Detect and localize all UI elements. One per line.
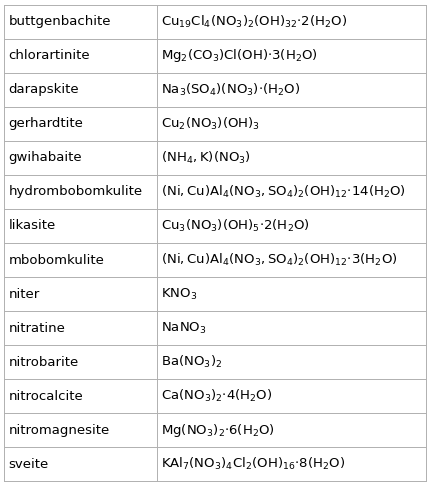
- Text: buttgenbachite: buttgenbachite: [9, 16, 111, 28]
- Text: $\mathregular{NaNO_3}$: $\mathregular{NaNO_3}$: [161, 320, 207, 336]
- Text: $\mathregular{(Ni,Cu)Al_4(NO_3,SO_4)_2(OH)_{12}{\cdot}14(H_2O)}$: $\mathregular{(Ni,Cu)Al_4(NO_3,SO_4)_2(O…: [161, 184, 406, 200]
- Text: $\mathregular{Mg(NO_3)_2{\cdot}6(H_2O)}$: $\mathregular{Mg(NO_3)_2{\cdot}6(H_2O)}$: [161, 422, 275, 438]
- Text: $\mathregular{Cu_3(NO_3)(OH)_5{\cdot}2(H_2O)}$: $\mathregular{Cu_3(NO_3)(OH)_5{\cdot}2(H…: [161, 218, 310, 234]
- Text: $\mathregular{Ca(NO_3)_2{\cdot}4(H_2O)}$: $\mathregular{Ca(NO_3)_2{\cdot}4(H_2O)}$: [161, 388, 273, 404]
- Text: $\mathregular{KNO_3}$: $\mathregular{KNO_3}$: [161, 286, 197, 302]
- Text: gwihabaite: gwihabaite: [9, 152, 82, 164]
- Text: nitromagnesite: nitromagnesite: [9, 424, 110, 436]
- Text: gerhardtite: gerhardtite: [9, 118, 83, 130]
- Text: $\mathregular{(Ni,Cu)Al_4(NO_3,SO_4)_2(OH)_{12}{\cdot}3(H_2O)}$: $\mathregular{(Ni,Cu)Al_4(NO_3,SO_4)_2(O…: [161, 252, 398, 268]
- Text: $\mathregular{Ba(NO_3)_2}$: $\mathregular{Ba(NO_3)_2}$: [161, 354, 222, 370]
- Text: $\mathregular{Cu_2(NO_3)(OH)_3}$: $\mathregular{Cu_2(NO_3)(OH)_3}$: [161, 116, 260, 132]
- Text: nitrobarite: nitrobarite: [9, 356, 79, 368]
- Text: mbobomkulite: mbobomkulite: [9, 254, 104, 266]
- Text: $\mathregular{Cu_{19}Cl_4(NO_3)_2(OH)_{32}{\cdot}2(H_2O)}$: $\mathregular{Cu_{19}Cl_4(NO_3)_2(OH)_{3…: [161, 14, 347, 30]
- Text: likasite: likasite: [9, 220, 56, 232]
- Text: nitrocalcite: nitrocalcite: [9, 390, 83, 402]
- Text: hydrombobomkulite: hydrombobomkulite: [9, 186, 143, 198]
- Text: $\mathregular{Na_3(SO_4)(NO_3){\cdot}(H_2O)}$: $\mathregular{Na_3(SO_4)(NO_3){\cdot}(H_…: [161, 82, 300, 98]
- Text: nitratine: nitratine: [9, 322, 65, 334]
- Text: darapskite: darapskite: [9, 84, 79, 96]
- Text: $\mathregular{(NH_4,K)(NO_3)}$: $\mathregular{(NH_4,K)(NO_3)}$: [161, 150, 251, 166]
- Text: sveite: sveite: [9, 458, 49, 470]
- Text: chlorartinite: chlorartinite: [9, 50, 90, 62]
- Text: $\mathregular{Mg_2(CO_3)Cl(OH){\cdot}3(H_2O)}$: $\mathregular{Mg_2(CO_3)Cl(OH){\cdot}3(H…: [161, 48, 318, 64]
- Text: $\mathregular{KAl_7(NO_3)_4Cl_2(OH)_{16}{\cdot}8(H_2O)}$: $\mathregular{KAl_7(NO_3)_4Cl_2(OH)_{16}…: [161, 456, 345, 472]
- Text: niter: niter: [9, 288, 40, 300]
